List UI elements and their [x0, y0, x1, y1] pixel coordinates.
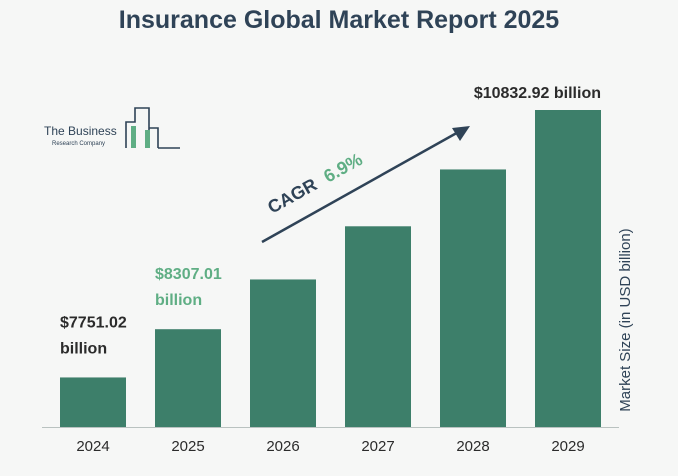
- bar-2027: [345, 226, 411, 427]
- logo-accent-bar-1: [131, 126, 136, 148]
- bar-2029: [535, 110, 601, 427]
- data-labels: $7751.02 billion $8307.01 billion $10832.92 …: [60, 85, 601, 357]
- data-label-2024-unit: billion: [60, 340, 107, 357]
- cagr-value: 6.9%: [320, 149, 366, 186]
- x-tick-2029: 2029: [551, 438, 584, 455]
- x-tick-2025: 2025: [171, 438, 204, 455]
- cagr-label: CAGR: [264, 174, 320, 217]
- x-tick-labels: 2024 2025 2026 2027 2028 2029: [76, 438, 584, 455]
- cagr-text: CAGR 6.9%: [264, 149, 366, 217]
- x-tick-2028: 2028: [456, 438, 489, 455]
- logo-building-icon: [125, 107, 180, 149]
- chart-title: Insurance Global Market Report 2025: [118, 6, 560, 34]
- y-axis-label: Market Size (in USD billion): [617, 228, 634, 411]
- x-tick-2024: 2024: [76, 438, 109, 455]
- company-logo: The Business Research Company: [44, 107, 180, 149]
- data-label-2029-value: $10832.92 billion: [474, 85, 601, 102]
- data-label-2024-value: $7751.02: [60, 314, 127, 331]
- bars-layer: [60, 110, 601, 427]
- data-label-2025-unit: billion: [155, 292, 202, 309]
- x-tick-2027: 2027: [361, 438, 394, 455]
- logo-accent-bar-2: [145, 130, 150, 148]
- bar-2026: [250, 279, 316, 427]
- x-tick-2026: 2026: [266, 438, 299, 455]
- cagr-arrow-head: [452, 126, 470, 141]
- logo-line2: Research Company: [52, 141, 105, 147]
- data-label-2025-value: $8307.01: [155, 266, 222, 283]
- cagr-arrow-line: [261, 128, 463, 244]
- cagr-annotation: CAGR 6.9%: [261, 126, 470, 244]
- bar-2024: [60, 377, 126, 427]
- bar-2025: [155, 329, 221, 427]
- bar-2028: [440, 169, 506, 427]
- logo-line1: The Business: [44, 124, 117, 138]
